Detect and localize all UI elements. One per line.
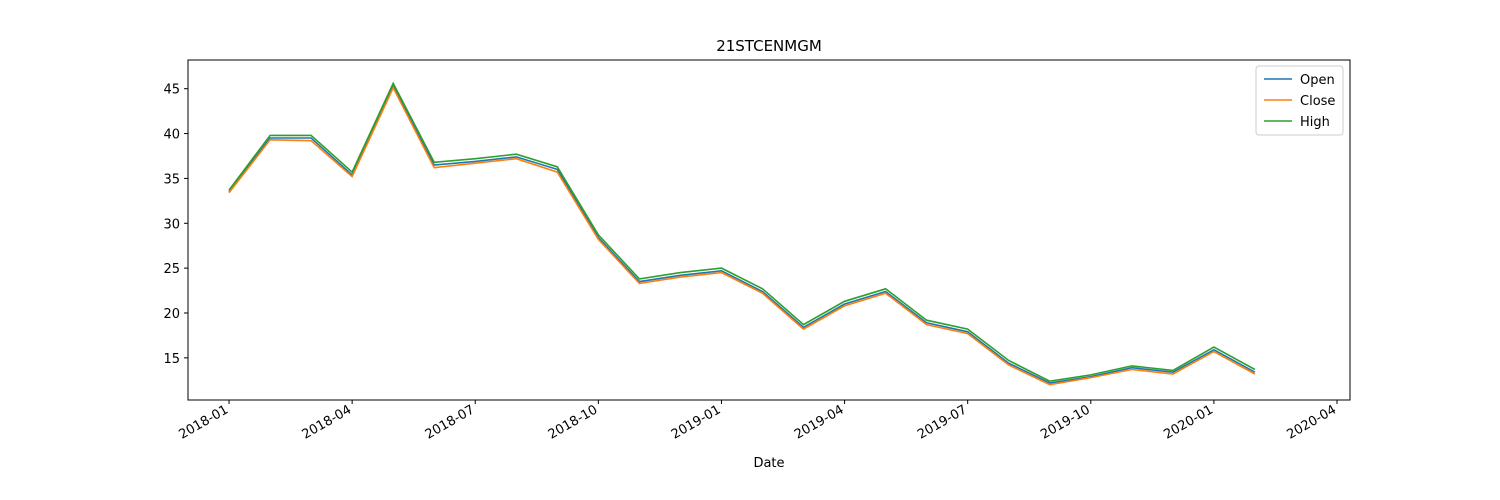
x-tick-label: 2018-01: [176, 402, 231, 442]
legend-label: Close: [1300, 94, 1335, 109]
plot-area: [187, 59, 1351, 401]
legend-label: High: [1300, 115, 1330, 130]
chart-title: 21STCENMGM: [716, 37, 822, 55]
y-tick-label: 20: [163, 307, 180, 322]
y-tick-label: 25: [163, 262, 180, 277]
x-tick-label: 2019-04: [792, 402, 847, 442]
x-tick-label: 2018-07: [423, 402, 478, 442]
x-tick-label: 2018-10: [546, 402, 601, 442]
series-line: [228, 81, 1256, 383]
y-tick-label: 30: [163, 217, 180, 232]
x-tick-label: 2020-04: [1284, 402, 1339, 442]
legend-box: [1255, 65, 1344, 136]
series-line: [228, 85, 1256, 386]
legend-label: Open: [1300, 73, 1335, 88]
y-tick-label: 35: [163, 172, 180, 187]
x-tick-label: 2019-07: [915, 402, 970, 442]
series-line: [228, 84, 1256, 384]
x-axis-label: Date: [753, 456, 784, 471]
x-tick-label: 2020-01: [1161, 402, 1216, 442]
x-tick-label: 2018-04: [300, 402, 355, 442]
x-tick-label: 2019-10: [1038, 402, 1093, 442]
y-tick-label: 15: [163, 352, 180, 367]
y-tick-label: 45: [163, 83, 180, 98]
x-tick-label: 2019-01: [669, 402, 724, 442]
y-tick-label: 40: [163, 128, 180, 143]
